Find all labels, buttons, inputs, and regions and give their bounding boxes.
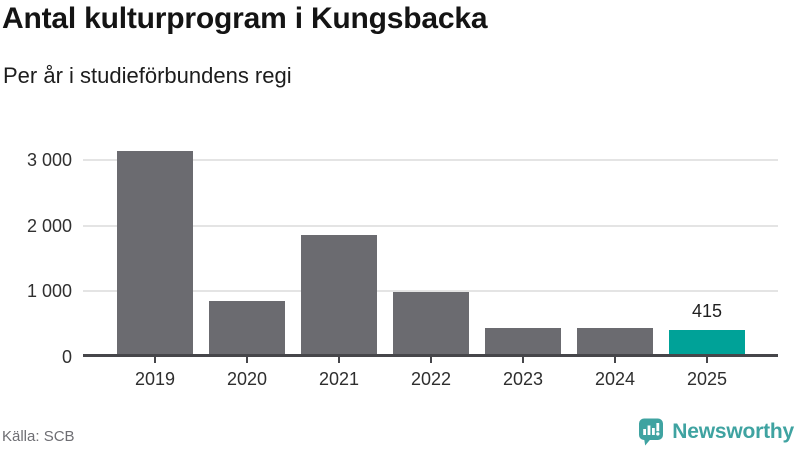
y-axis: 0 1 000 2 000 3 000 (0, 140, 72, 367)
bar-value-label-2025: 415 (691, 300, 723, 321)
brand-name: Newsworthy (672, 420, 794, 443)
bar-2025 (669, 329, 745, 357)
chart-title: Antal kulturprogram i Kungsbacka (2, 2, 488, 35)
axis-tick-2025 (706, 357, 708, 363)
axis-tick-2023 (522, 357, 524, 363)
x-tick-label-2024: 2024 (594, 369, 636, 389)
y-tick-label-2000: 2 000 (26, 215, 72, 236)
x-tick-label-2023: 2023 (502, 369, 544, 389)
y-tick-label-1000: 1 000 (26, 281, 72, 302)
bar-2024 (577, 328, 653, 357)
axis-tick-2019 (154, 357, 156, 363)
x-axis-line (83, 354, 778, 357)
axis-tick-2024 (614, 357, 616, 363)
gridline-2000 (83, 224, 778, 227)
plot-area: 2019 2020 2021 2022 2023 2024 2025 415 (83, 140, 778, 389)
x-tick-label-2019: 2019 (134, 369, 176, 389)
chart-subtitle: Per år i studieförbundens regi (3, 63, 292, 88)
x-tick-label-2022: 2022 (410, 369, 452, 389)
x-tick-label-2025: 2025 (686, 369, 728, 389)
x-tick-label-2021: 2021 (318, 369, 360, 389)
bar-2022 (393, 291, 469, 357)
bar-2023 (485, 328, 561, 357)
bar-2020 (209, 300, 285, 357)
source-label: Källa: SCB (2, 428, 75, 445)
axis-tick-2020 (246, 357, 248, 363)
bar-2019 (117, 151, 193, 357)
newsworthy-speech-bubble-bar-chart-icon (639, 418, 664, 446)
gridline-1000 (83, 290, 778, 293)
x-tick-label-2020: 2020 (226, 369, 268, 389)
gridline-3000 (83, 158, 778, 161)
y-tick-label-0: 0 (61, 347, 72, 367)
axis-tick-2022 (430, 357, 432, 363)
newsworthy-logo: Newsworthy (638, 417, 794, 447)
y-tick-label-3000: 3 000 (26, 149, 72, 170)
axis-tick-2021 (338, 357, 340, 363)
bar-2021 (301, 234, 377, 357)
